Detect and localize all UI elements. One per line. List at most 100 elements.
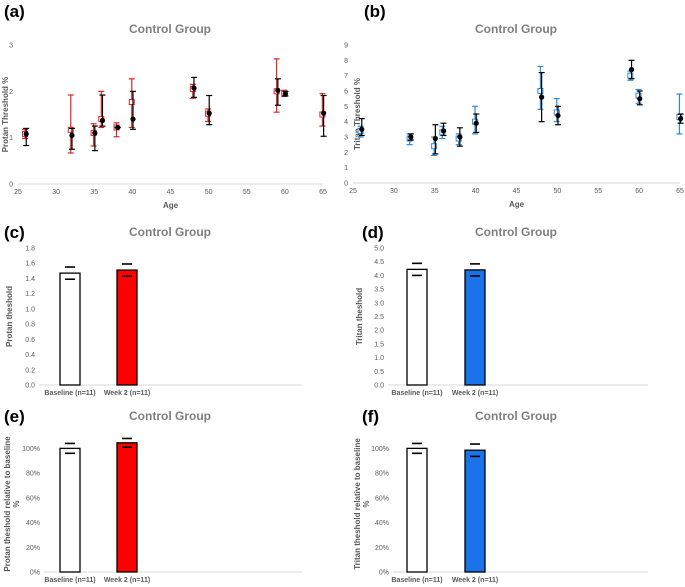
chart-title: Control Group: [475, 22, 557, 36]
y-tick-label: 1.2: [25, 291, 35, 298]
x-tick-label: 50: [205, 189, 213, 196]
y-tick-label: 60%: [26, 495, 40, 502]
y-axis-label: Protan Threshold %: [1, 77, 10, 153]
y-tick-label: 1.0: [374, 355, 384, 362]
y-tick-label: 1: [344, 165, 348, 172]
data-point: [282, 91, 289, 97]
y-axis-label: Tritan Threshold %: [353, 78, 362, 150]
series-baseline: [357, 65, 683, 156]
data-point: [206, 110, 212, 116]
data-point: [99, 117, 106, 124]
data-point: [440, 128, 447, 134]
chart-title: Control Group: [475, 225, 557, 239]
bar: [464, 269, 486, 386]
y-tick-label: 1.6: [25, 261, 35, 268]
y-tick-label: 1: [9, 135, 13, 142]
category-label: Week 2 (n=11): [452, 390, 498, 397]
bar: [406, 268, 428, 386]
data-point: [539, 94, 545, 100]
data-point: [431, 143, 438, 150]
x-tick-label: 55: [594, 188, 602, 195]
data-point: [67, 126, 74, 133]
x-tick-label: 30: [390, 188, 398, 195]
x-tick-label: 45: [167, 189, 175, 196]
x-tick-label: 45: [513, 188, 521, 195]
y-tick-label: 0.8: [25, 322, 35, 329]
y-tick-label: 3: [9, 43, 13, 50]
y-tick-label: 40%: [375, 520, 389, 527]
y-tick-label: 0%: [379, 570, 389, 577]
category-label: Week 2 (n=11): [452, 577, 498, 584]
y-tick-label: 40%: [26, 520, 40, 527]
y-tick-label: 80%: [375, 471, 389, 478]
y-tick-label: 0.6: [25, 337, 35, 344]
y-tick-label: 5: [344, 104, 348, 111]
chart-panel-d: (d) Control Group Tritan theshold 0.0 0.5 1.0…: [355, 223, 648, 397]
x-tick-label: 55: [243, 189, 251, 196]
y-tick-label: 1.0: [25, 306, 35, 313]
data-point: [678, 116, 684, 122]
x-tick-label: 65: [676, 188, 684, 195]
chart-panel-f: (f) Control Group Tritan theshold relative…: [353, 407, 648, 584]
category-label: Week 2 (n=11): [104, 577, 150, 584]
data-point: [321, 110, 327, 116]
category-label: Week 2 (n=11): [104, 390, 150, 397]
y-tick-label: 0.4: [25, 352, 35, 359]
y-tick-label: 8: [344, 58, 348, 65]
chart-panel-a: (a) Control Group Protan Threshold % 0 1 2 3 25…: [1, 2, 327, 210]
y-tick-label: 100%: [22, 446, 40, 453]
y-tick-label: 3.0: [374, 300, 384, 307]
data-point: [628, 66, 635, 73]
chart-title: Control Group: [129, 225, 211, 239]
y-axis-label: Tritan theshold relative to baseline: [353, 438, 362, 570]
y-tick-label: 80%: [26, 471, 40, 478]
x-tick-label: 50: [553, 188, 561, 195]
y-tick-label: 7: [344, 73, 348, 80]
series-week-2: [23, 76, 327, 152]
y-tick-label: 1.8: [25, 246, 35, 253]
y-tick-label: 0.5: [374, 369, 384, 376]
x-axis-label: Age: [163, 201, 179, 210]
chart-title: Control Group: [129, 409, 211, 423]
chart-panel-c: (c) Control Group Protan theshold 0.0 0.2 0.4…: [4, 223, 302, 397]
category-label: Baseline (n=11): [391, 577, 442, 584]
y-tick-label: 1.4: [25, 276, 35, 283]
y-axis-label: %: [362, 500, 371, 507]
x-tick-label: 25: [349, 188, 357, 195]
data-point: [457, 134, 463, 140]
bar: [116, 442, 138, 573]
y-tick-label: 100%: [371, 446, 389, 453]
x-axis-label: Age: [509, 200, 525, 209]
chart-panel-e: (e) Control Group Protan theshold relative…: [3, 407, 302, 584]
data-point: [537, 88, 544, 94]
x-tick-label: 25: [14, 189, 22, 196]
y-tick-label: 0.0: [25, 383, 35, 390]
panel-letter: (b): [364, 2, 386, 21]
y-tick-label: 5.0: [374, 246, 384, 253]
data-point: [275, 87, 281, 94]
data-point: [359, 126, 365, 132]
y-tick-label: 2: [344, 150, 348, 157]
panel-letter: (c): [4, 223, 25, 242]
data-point: [473, 120, 479, 126]
panel-letter: (d): [362, 223, 384, 242]
y-axis-label: Tritan theshold: [355, 288, 364, 345]
data-point: [555, 112, 561, 119]
bar: [59, 447, 81, 573]
data-point: [637, 96, 643, 102]
data-point: [115, 124, 121, 131]
data-point: [69, 132, 75, 138]
x-tick-label: 60: [281, 189, 289, 196]
data-point: [408, 134, 414, 140]
y-tick-label: 0.0: [374, 383, 384, 390]
panel-letter: (e): [4, 407, 25, 426]
y-tick-label: 20%: [26, 545, 40, 552]
x-tick-label: 40: [472, 188, 480, 195]
x-tick-label: 40: [128, 189, 136, 196]
y-tick-label: 0.2: [25, 367, 35, 374]
category-label: Baseline (n=11): [44, 577, 95, 584]
y-tick-label: 60%: [375, 495, 389, 502]
y-tick-label: 3.5: [374, 287, 384, 294]
bar: [59, 272, 81, 386]
